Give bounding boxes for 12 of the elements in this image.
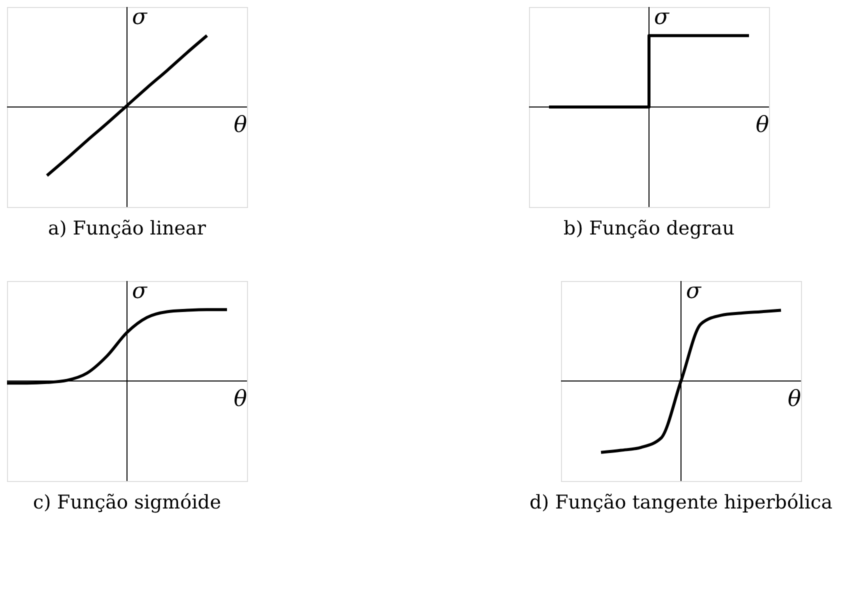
x-axis-title: θ bbox=[234, 113, 247, 138]
text: b) Função degrau bbox=[564, 218, 734, 240]
y-axis-title: σ bbox=[654, 5, 670, 30]
text: a) Função linear bbox=[48, 218, 207, 240]
y-axis-title: σ bbox=[686, 279, 702, 304]
x-axis-title: θ bbox=[234, 387, 247, 412]
y-axis-title: σ bbox=[132, 5, 148, 30]
y-axis-title: σ bbox=[132, 279, 148, 304]
x-axis-title: θ bbox=[788, 387, 801, 412]
x-axis-title: θ bbox=[756, 113, 769, 138]
text: c) Função sigmóide bbox=[32, 492, 222, 514]
text: d) Função tangente hiperbólica bbox=[529, 492, 833, 514]
